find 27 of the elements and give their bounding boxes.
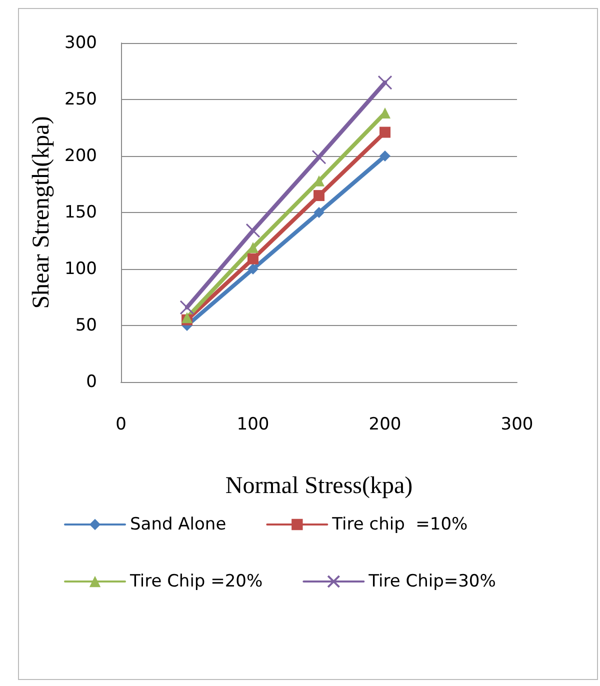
point (314, 190, 324, 202)
x-axis-title: Normal Stress(kpa) (225, 473, 413, 499)
point (180, 300, 194, 315)
x-tick-label: 200 (368, 414, 402, 434)
y-tick-label: 250 (64, 90, 97, 110)
point (380, 150, 390, 162)
point (312, 150, 326, 164)
point (380, 126, 390, 138)
x-tick-label: 0 (116, 414, 126, 434)
y-tick-label: 150 (64, 202, 97, 222)
y-tick-label: 0 (86, 372, 97, 392)
legend-label: Tire chip =10% (331, 514, 468, 534)
x-tick-label: 100 (236, 414, 270, 434)
y-tick-label: 100 (64, 259, 97, 279)
y-tick-label: 50 (75, 316, 97, 336)
point (248, 253, 258, 264)
point (378, 75, 392, 90)
legend-label: Tire Chip=30% (368, 572, 496, 592)
x-tick-label: 300 (500, 414, 534, 434)
y-tick-label: 300 (64, 33, 97, 53)
legend-label: Sand Alone (130, 514, 226, 534)
point (314, 207, 324, 218)
point (248, 264, 258, 274)
legend-label: Tire Chip =20% (129, 572, 263, 592)
y-tick-label: 200 (64, 146, 97, 166)
point (246, 223, 260, 238)
y-axis-title: Shear Strength(kpa) (28, 116, 55, 309)
